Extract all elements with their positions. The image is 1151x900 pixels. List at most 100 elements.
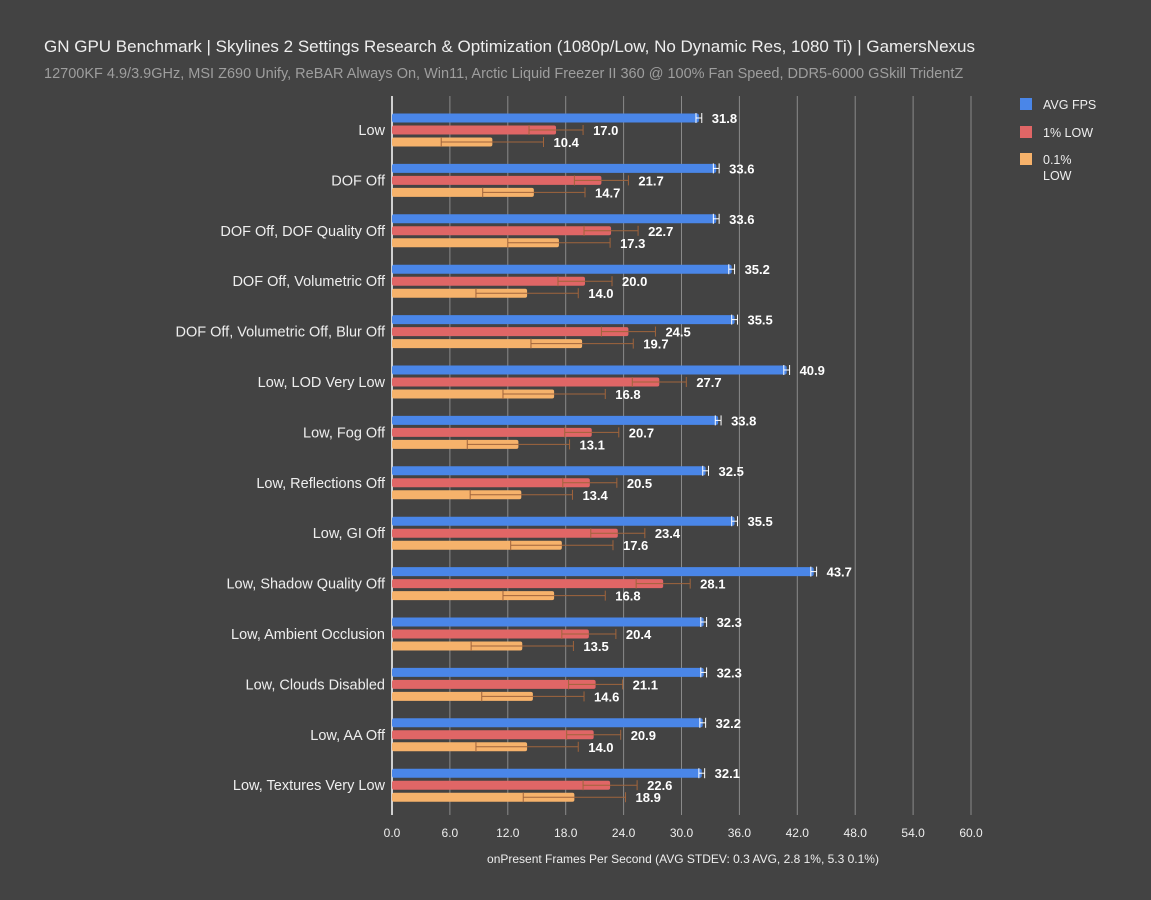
data-label: 35.2 bbox=[745, 262, 770, 277]
legend-label: 1% LOW bbox=[1043, 126, 1093, 140]
data-label: 32.3 bbox=[717, 665, 742, 680]
data-label: 27.7 bbox=[696, 375, 721, 390]
data-label: 14.7 bbox=[595, 185, 620, 200]
data-label: 17.6 bbox=[623, 538, 648, 553]
category-label: DOF Off, Volumetric Off bbox=[232, 274, 386, 290]
x-tick-label: 48.0 bbox=[844, 826, 868, 840]
bar bbox=[392, 439, 519, 449]
x-tick-labels: 0.0 6.0 12.0 18.0 24.0 30.0 36.0 42.0 48.0 54.0 60… bbox=[384, 826, 983, 840]
data-label: 32.3 bbox=[717, 615, 742, 630]
legend: AVG FPS 1% LOW 0.1% LOW bbox=[1020, 98, 1096, 183]
bar bbox=[392, 238, 559, 248]
data-label: 24.5 bbox=[665, 325, 690, 340]
data-label: 40.9 bbox=[800, 363, 825, 378]
x-tick-label: 54.0 bbox=[901, 826, 925, 840]
x-tick-label: 42.0 bbox=[786, 826, 810, 840]
category-label: Low, LOD Very Low bbox=[258, 375, 386, 391]
category-label: Low, Ambient Occlusion bbox=[231, 627, 385, 643]
x-tick-label: 18.0 bbox=[554, 826, 578, 840]
bar bbox=[392, 617, 704, 627]
category-label: Low, Reflections Off bbox=[256, 476, 386, 492]
data-label: 20.4 bbox=[626, 627, 652, 642]
legend-label: AVG FPS bbox=[1043, 98, 1096, 112]
category-label: DOF Off, DOF Quality Off bbox=[220, 224, 386, 240]
bar bbox=[392, 540, 562, 550]
x-axis-label: onPresent Frames Per Second (AVG STDEV: … bbox=[487, 852, 879, 866]
bar bbox=[392, 629, 589, 639]
data-label: 20.5 bbox=[627, 476, 652, 491]
data-label: 14.6 bbox=[594, 689, 619, 704]
category-label: DOF Off bbox=[331, 173, 386, 189]
category-label: Low, Clouds Disabled bbox=[246, 677, 385, 693]
category-label: Low, AA Off bbox=[310, 728, 386, 744]
data-label: 17.0 bbox=[593, 123, 618, 138]
data-label: 20.0 bbox=[622, 274, 647, 289]
bar bbox=[392, 641, 523, 651]
bar bbox=[392, 315, 735, 325]
x-tick-label: 6.0 bbox=[442, 826, 459, 840]
bar bbox=[392, 214, 717, 224]
data-label: 35.5 bbox=[747, 514, 772, 529]
category-label: Low, Fog Off bbox=[303, 425, 386, 441]
bar bbox=[392, 490, 522, 500]
x-tick-label: 0.0 bbox=[384, 826, 401, 840]
bar bbox=[392, 792, 575, 802]
data-label: 33.6 bbox=[729, 161, 754, 176]
category-label: Low bbox=[358, 123, 385, 139]
category-label: Low, Shadow Quality Off bbox=[226, 577, 385, 593]
data-label: 17.3 bbox=[620, 236, 645, 251]
x-tick-label: 36.0 bbox=[728, 826, 752, 840]
category-label: Low, GI Off bbox=[313, 526, 386, 542]
bar bbox=[392, 742, 528, 752]
bar bbox=[392, 528, 618, 538]
data-label: 22.6 bbox=[647, 778, 672, 793]
data-label: 32.5 bbox=[719, 464, 744, 479]
bar bbox=[392, 679, 596, 689]
bar bbox=[392, 264, 732, 274]
bars: 31.8 17.0 10.4 33.6 21.7 14.7 33.6 22.717.3 35.2… bbox=[392, 111, 852, 805]
data-label: 23.4 bbox=[655, 526, 681, 541]
bar bbox=[392, 377, 660, 387]
chart-subtitle: 12700KF 4.9/3.9GHz, MSI Z690 Unify, ReBA… bbox=[44, 66, 963, 82]
bar bbox=[392, 427, 592, 437]
chart-title: GN GPU Benchmark | Skylines 2 Settings R… bbox=[44, 37, 975, 56]
data-label: 16.8 bbox=[615, 589, 640, 604]
bar bbox=[392, 125, 557, 135]
data-label: 20.9 bbox=[631, 728, 656, 743]
data-label: 13.5 bbox=[583, 639, 608, 654]
bar bbox=[392, 327, 629, 337]
x-tick-label: 30.0 bbox=[670, 826, 694, 840]
data-label: 20.7 bbox=[629, 425, 654, 440]
legend-swatch bbox=[1020, 153, 1032, 165]
bar bbox=[392, 187, 534, 197]
data-label: 33.6 bbox=[729, 212, 754, 227]
data-label: 21.7 bbox=[638, 173, 663, 188]
bar bbox=[392, 718, 703, 728]
data-label: 22.7 bbox=[648, 224, 673, 239]
data-label: 28.1 bbox=[700, 577, 725, 592]
legend-label: 0.1% LOW bbox=[1043, 153, 1072, 183]
category-label: Low, Textures Very Low bbox=[233, 778, 386, 794]
data-label: 18.9 bbox=[636, 790, 661, 805]
bar bbox=[392, 478, 590, 488]
bar bbox=[392, 667, 704, 677]
gridlines bbox=[391, 96, 972, 815]
bar bbox=[392, 389, 555, 399]
data-label: 19.7 bbox=[643, 337, 668, 352]
bar bbox=[392, 365, 787, 375]
data-label: 13.1 bbox=[580, 437, 605, 452]
data-label: 14.0 bbox=[588, 286, 613, 301]
category-labels: Low DOF Off DOF Off, DOF Quality Off DOF Of… bbox=[175, 123, 385, 794]
x-tick-label: 24.0 bbox=[612, 826, 636, 840]
bar bbox=[392, 780, 611, 790]
bar bbox=[392, 226, 612, 236]
bar bbox=[392, 276, 585, 286]
bar bbox=[392, 579, 664, 589]
bar bbox=[392, 466, 706, 476]
data-label: 33.8 bbox=[731, 413, 756, 428]
data-label: 10.4 bbox=[554, 135, 580, 150]
data-label: 31.8 bbox=[712, 111, 737, 126]
data-label: 32.1 bbox=[715, 766, 740, 781]
legend-swatch bbox=[1020, 126, 1032, 138]
